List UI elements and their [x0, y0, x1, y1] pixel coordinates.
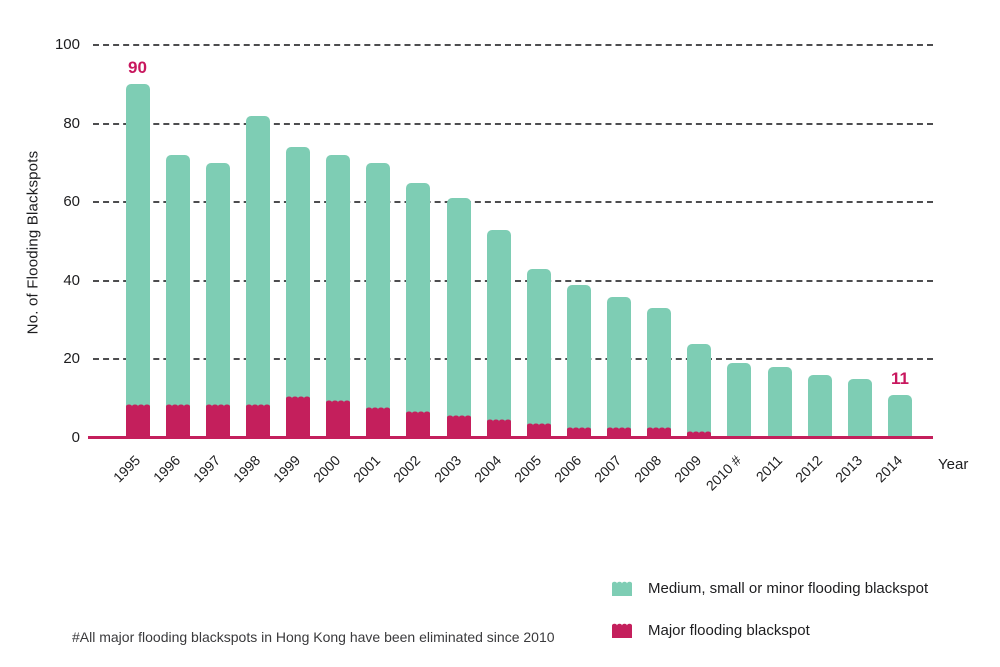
y-tick-40: 40: [63, 271, 80, 289]
data-label-1995: 90: [128, 58, 147, 78]
bar-1997-medium-minor: [205, 162, 230, 410]
footnote: #All major flooding blackspots in Hong K…: [72, 629, 555, 645]
bar-2010-medium-minor: [727, 363, 752, 438]
wave-crest-2004: [486, 419, 511, 424]
data-label-2014: 11: [890, 368, 909, 388]
bar-2008-major: [647, 431, 672, 438]
wave-crest-2009: [687, 431, 712, 436]
y-axis-title: No. of Flooding Blackspots: [24, 150, 42, 335]
legend-label-major: Major flooding blackspot: [648, 621, 810, 639]
gridline-60: [93, 201, 933, 204]
gridline-40: [93, 279, 933, 282]
wave-crest-2005: [526, 423, 551, 428]
bar-2000-medium-minor: [326, 155, 351, 406]
bar-2003-major: [446, 419, 471, 438]
bar-2008-medium-minor: [647, 308, 672, 434]
legend: Medium, small or minor flooding blackspo…: [612, 578, 928, 662]
bar-2004-medium-minor: [486, 229, 511, 426]
wave-crest-1998: [245, 404, 270, 408]
bar-2013-medium-minor: [847, 379, 872, 438]
bar-2005-medium-minor: [526, 269, 551, 430]
bar-1995-major: [125, 407, 150, 438]
wave-crest-1997: [205, 404, 230, 408]
wave-crest-1996: [165, 404, 190, 408]
gridline-100: [93, 44, 933, 46]
wave-crest-2003: [446, 415, 471, 420]
bar-2007-major: [607, 431, 632, 438]
bar-2012-medium-minor: [807, 375, 832, 438]
wave-crest-1995: [125, 404, 150, 408]
wave-swatch-teal-icon: [612, 581, 632, 596]
gridline-80: [93, 122, 933, 125]
bar-2009-medium-minor: [687, 343, 712, 438]
wave-crest-2000: [326, 400, 351, 404]
bar-2014-medium-minor: [887, 394, 912, 438]
bar-2002-major: [406, 415, 431, 438]
wave-crest-2006: [566, 427, 591, 432]
y-tick-80: 80: [63, 114, 80, 132]
bar-1998-medium-minor: [245, 115, 270, 410]
x-axis-line: [88, 436, 933, 439]
bar-1996-medium-minor: [165, 155, 190, 410]
y-tick-60: 60: [63, 193, 80, 211]
wave-crest-1999: [286, 396, 311, 400]
bar-2001-medium-minor: [366, 162, 391, 414]
bar-1999-medium-minor: [286, 147, 311, 402]
bar-2005-major: [526, 427, 551, 438]
bar-2007-medium-minor: [607, 296, 632, 434]
y-tick-0: 0: [71, 429, 80, 446]
legend-item-medium-minor: Medium, small or minor flooding blackspo…: [612, 578, 928, 598]
bar-1998-major: [245, 407, 270, 438]
y-tick-100: 100: [54, 36, 80, 53]
legend-label-medium-minor: Medium, small or minor flooding blackspo…: [648, 579, 929, 597]
bar-2003-medium-minor: [446, 198, 471, 422]
y-tick-20: 20: [63, 350, 80, 368]
bar-2002-medium-minor: [406, 182, 431, 418]
bar-1999-major: [286, 399, 311, 438]
x-axis-title: Year: [938, 456, 969, 473]
bar-2011-medium-minor: [767, 367, 792, 438]
bar-2004-major: [486, 423, 511, 438]
wave-crest-2002: [406, 411, 431, 416]
bar-1996-major: [165, 407, 190, 438]
wave-crest-2008: [647, 427, 672, 432]
bar-2006-medium-minor: [566, 284, 591, 434]
legend-item-major: Major flooding blackspot: [612, 620, 928, 640]
gridline-20: [93, 358, 933, 361]
bar-1997-major: [205, 407, 230, 438]
bar-2001-major: [366, 411, 391, 438]
wave-swatch-crimson-icon: [612, 623, 632, 638]
bar-1995-medium-minor: [125, 84, 150, 410]
bar-2006-major: [566, 431, 591, 438]
wave-crest-2007: [607, 427, 632, 432]
wave-crest-2001: [366, 407, 391, 412]
bar-2000-major: [326, 403, 351, 438]
